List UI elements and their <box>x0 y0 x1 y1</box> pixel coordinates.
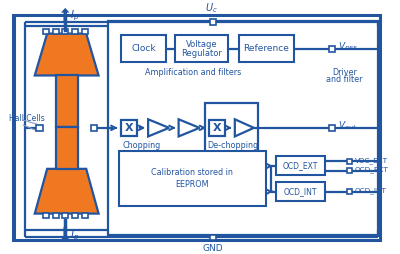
Polygon shape <box>179 119 200 136</box>
Bar <box>43 29 49 35</box>
Bar <box>120 36 166 62</box>
Bar <box>108 21 380 234</box>
Text: $I_p$: $I_p$ <box>70 228 79 243</box>
Text: and filter: and filter <box>326 75 363 85</box>
Bar <box>329 46 335 52</box>
Text: GND: GND <box>202 244 223 253</box>
Bar <box>56 127 78 169</box>
Bar <box>56 75 78 127</box>
Bar <box>346 158 352 164</box>
Text: OCD_EXT: OCD_EXT <box>355 166 389 173</box>
Bar <box>72 213 78 218</box>
Bar <box>210 19 216 25</box>
Text: $V_{REF}$: $V_{REF}$ <box>338 41 358 53</box>
Text: Driver: Driver <box>332 68 357 77</box>
Bar <box>175 36 228 62</box>
Text: Calibration stored in: Calibration stored in <box>152 168 233 177</box>
Text: Voltage: Voltage <box>186 40 217 50</box>
Bar <box>82 213 88 218</box>
Bar <box>205 103 258 153</box>
Bar <box>82 29 88 35</box>
Text: Hall Cells: Hall Cells <box>9 114 45 123</box>
Text: X: X <box>213 123 222 133</box>
Text: OCD_INT: OCD_INT <box>284 187 317 196</box>
Bar <box>43 213 49 218</box>
Polygon shape <box>235 119 254 136</box>
Text: VOC_EXT: VOC_EXT <box>355 157 388 164</box>
Polygon shape <box>35 34 98 75</box>
Text: Amplification and filters: Amplification and filters <box>145 68 241 77</box>
Text: EEPROM: EEPROM <box>176 180 209 188</box>
Bar <box>53 29 58 35</box>
Text: Reference: Reference <box>243 44 289 53</box>
Bar <box>118 151 266 206</box>
Bar <box>120 120 137 136</box>
Bar <box>346 189 352 194</box>
Text: $U_c$: $U_c$ <box>205 2 217 15</box>
Polygon shape <box>148 119 169 136</box>
Bar <box>62 29 68 35</box>
Text: Clock: Clock <box>131 44 156 53</box>
Bar <box>276 156 325 176</box>
Text: OCD_EXT: OCD_EXT <box>283 162 318 170</box>
Text: $I_p$: $I_p$ <box>70 8 79 23</box>
Polygon shape <box>35 169 98 214</box>
Text: X: X <box>124 123 133 133</box>
Bar <box>210 234 216 240</box>
Bar <box>62 213 68 218</box>
Bar <box>209 120 225 136</box>
Bar <box>72 29 78 35</box>
FancyArrow shape <box>61 227 70 242</box>
Bar <box>346 168 352 173</box>
Bar <box>36 125 43 131</box>
Text: OCD_INT: OCD_INT <box>355 187 387 194</box>
Bar <box>276 182 325 201</box>
Bar <box>239 36 294 62</box>
Text: Regulator: Regulator <box>181 49 222 58</box>
Text: Chopping: Chopping <box>122 141 161 150</box>
Bar <box>91 125 97 131</box>
Bar <box>329 125 335 131</box>
FancyArrow shape <box>61 8 70 23</box>
Text: $V_{out}$: $V_{out}$ <box>338 120 356 132</box>
Bar <box>53 213 58 218</box>
Text: De-chopping: De-chopping <box>207 141 258 150</box>
